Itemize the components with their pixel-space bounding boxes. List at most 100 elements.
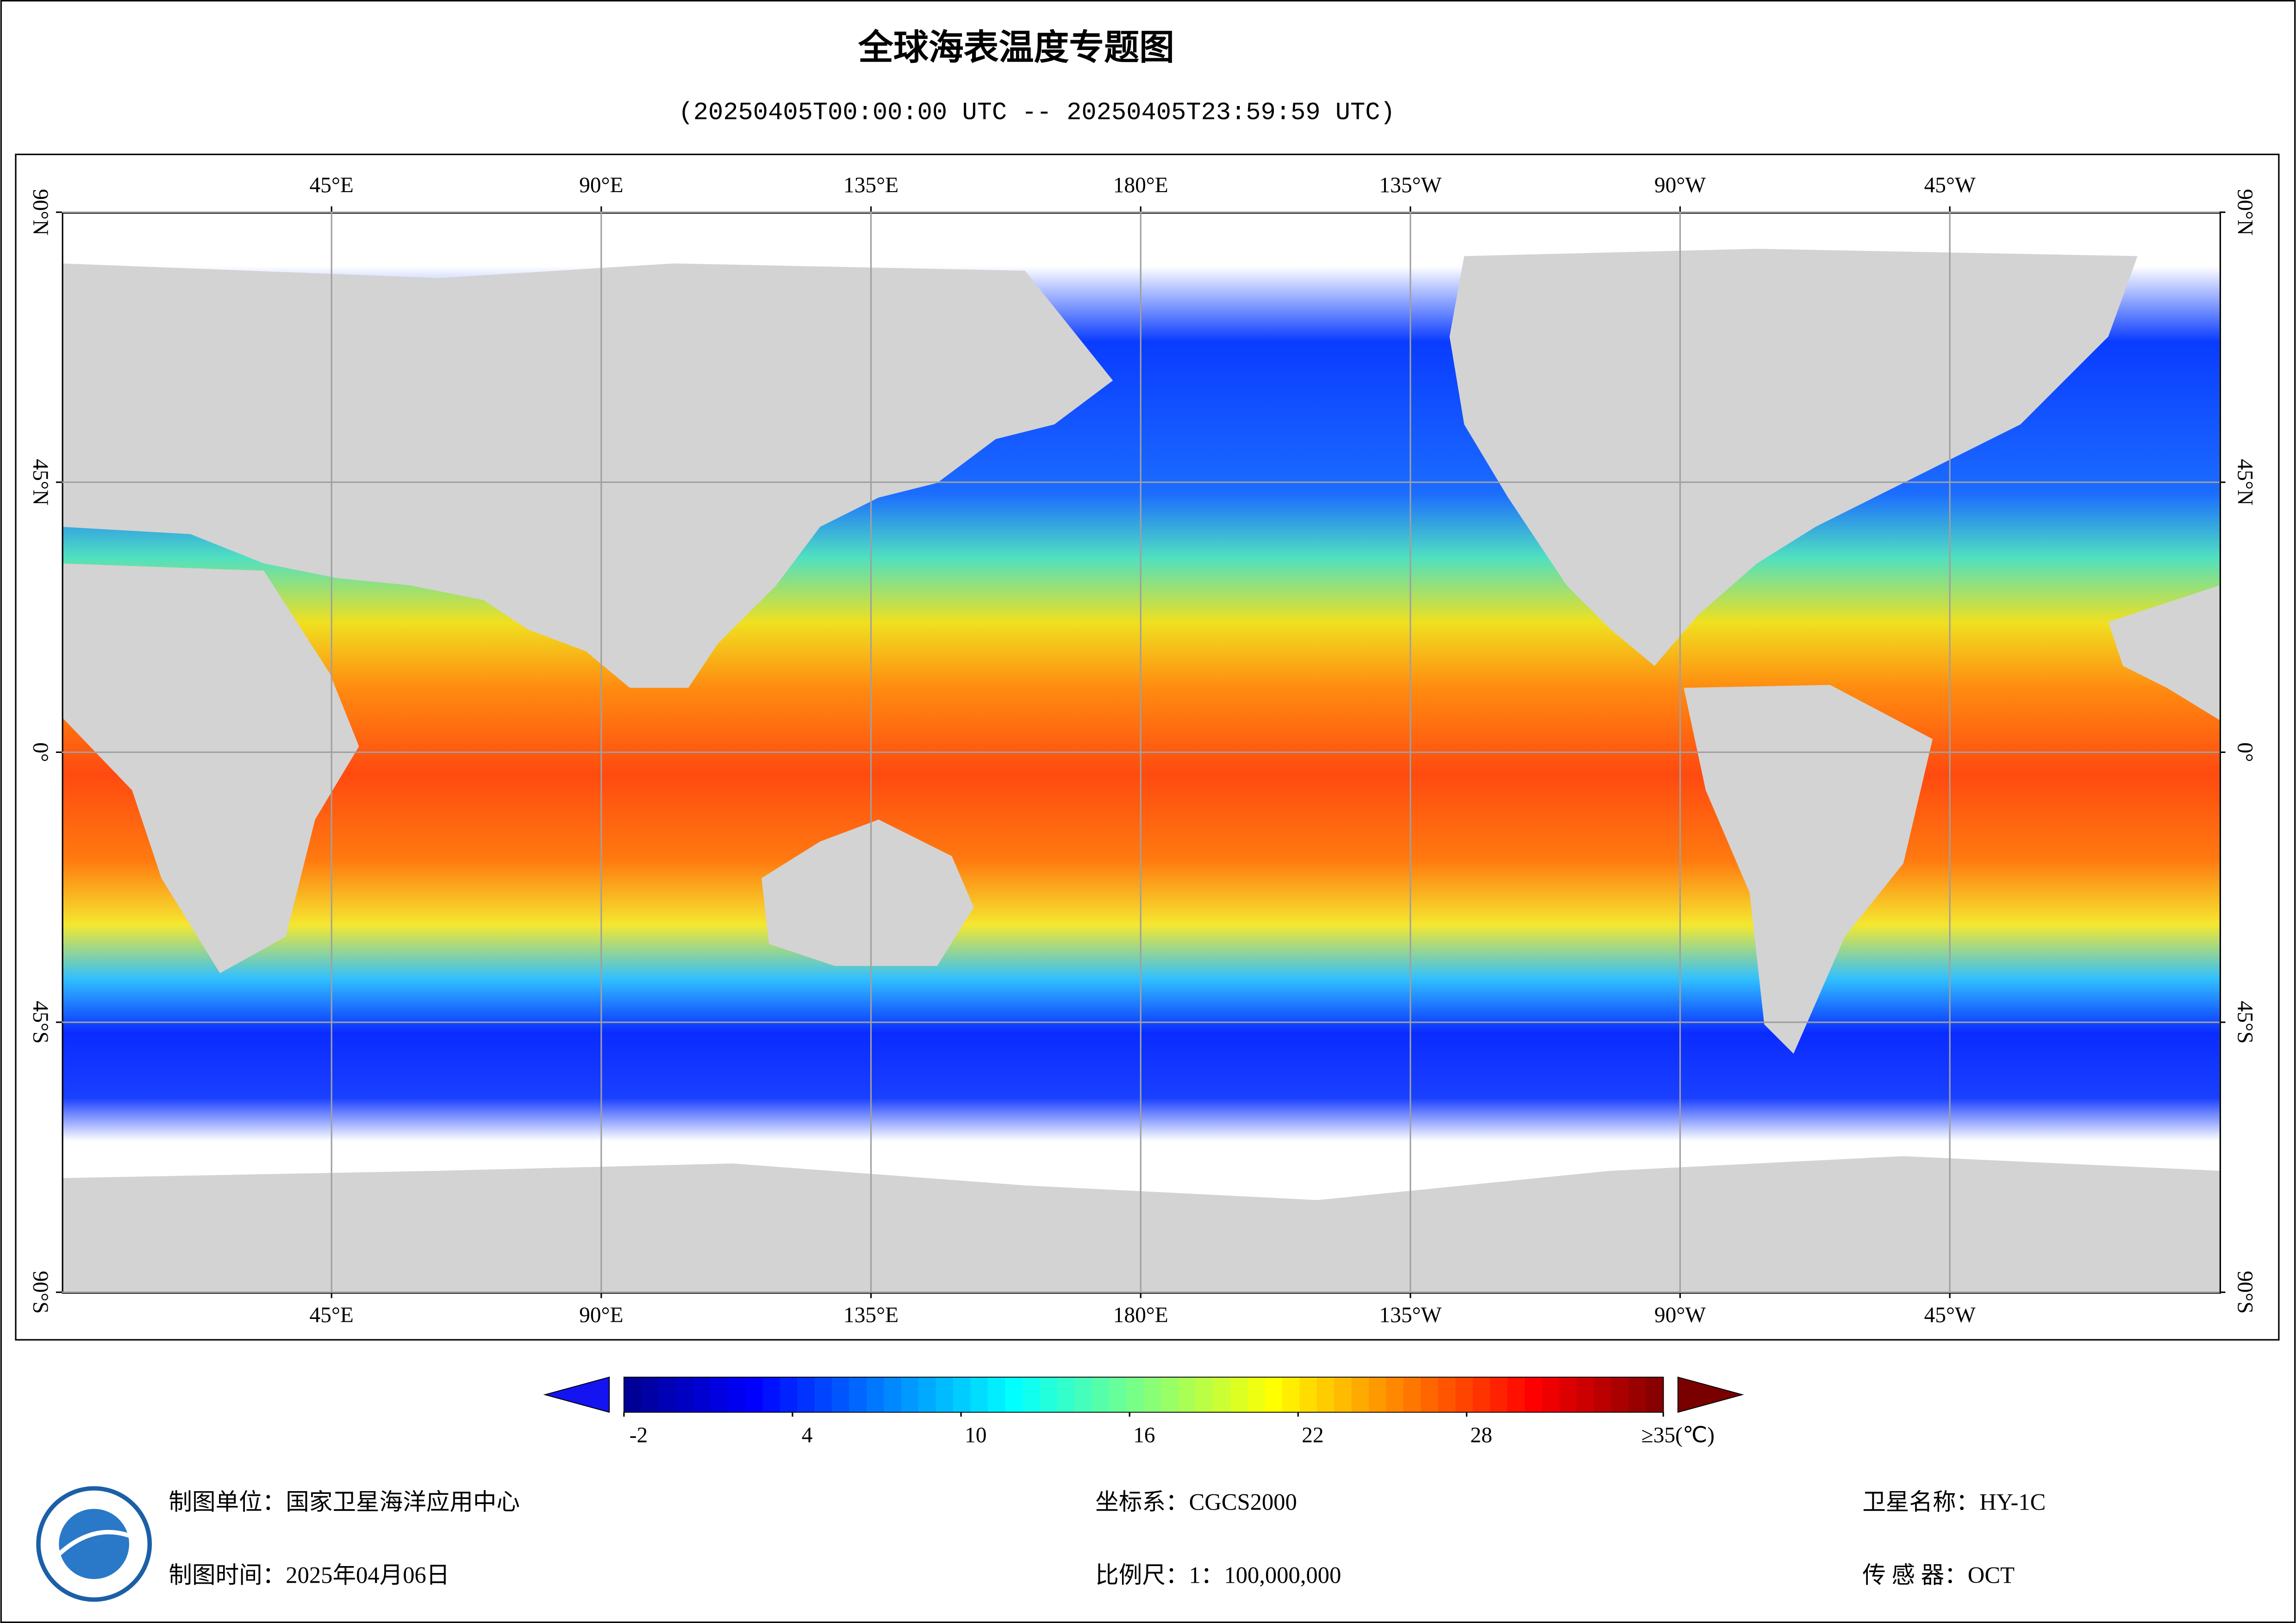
- sensor: 传 感 器：OCT: [1862, 1562, 2015, 1588]
- colorbar-block: [658, 1377, 677, 1412]
- y-tick-label: 90°N: [2233, 189, 2257, 236]
- scale: 比例尺：1：100,000,000: [1095, 1562, 1341, 1588]
- x-tick-label: 135°E: [843, 174, 898, 198]
- colorbar-tick-label: ≥35(℃): [1641, 1423, 1715, 1447]
- x-tick-label: 135°E: [843, 1303, 898, 1327]
- colorbar-block: [1248, 1377, 1266, 1412]
- colorbar-block: [1143, 1377, 1162, 1412]
- colorbar-block: [1386, 1377, 1404, 1412]
- colorbar-block: [1178, 1377, 1197, 1412]
- crs: 坐标系：CGCS2000: [1095, 1489, 1297, 1515]
- colorbar-block: [1299, 1377, 1317, 1412]
- colorbar-over: [1677, 1376, 1744, 1413]
- colorbar-block: [901, 1377, 919, 1412]
- colorbar-block: [831, 1377, 850, 1412]
- colorbar-block: [1334, 1377, 1352, 1412]
- colorbar-block: [1421, 1377, 1439, 1412]
- y-tick-label: 0°: [2233, 742, 2257, 762]
- y-tick-label: 45°S: [28, 1001, 52, 1044]
- x-tick-label: 45°E: [310, 1303, 354, 1327]
- colorbar-block: [762, 1377, 780, 1412]
- colorbar-block: [1403, 1377, 1422, 1412]
- colorbar-block: [1368, 1377, 1387, 1412]
- colorbar-block: [1490, 1377, 1508, 1412]
- y-tick-label: 90°N: [28, 189, 52, 236]
- eurasia: [62, 263, 1113, 688]
- x-tick-label: 135°W: [1379, 1303, 1441, 1327]
- y-tick-label: 0°: [28, 742, 52, 762]
- colorbar-block: [728, 1377, 746, 1412]
- colorbar-tick-label: -2: [630, 1423, 648, 1447]
- title: 全球海表温度专题图: [858, 27, 1174, 68]
- colorbar-block: [1594, 1377, 1612, 1412]
- x-tick-label: 90°W: [1654, 174, 1706, 198]
- colorbar-block: [1265, 1377, 1283, 1412]
- y-tick-label: 90°S: [2233, 1271, 2257, 1314]
- x-tick-label: 90°W: [1654, 1303, 1706, 1327]
- producer: 制图单位：国家卫星海洋应用中心: [168, 1489, 520, 1515]
- colorbar-block: [1455, 1377, 1473, 1412]
- colorbar-block: [1577, 1377, 1595, 1412]
- colorbar-tick-label: 22: [1302, 1423, 1323, 1447]
- colorbar-under: [543, 1376, 610, 1413]
- colorbar-block: [1109, 1377, 1127, 1412]
- y-tick-label: 45°S: [2233, 1001, 2257, 1044]
- satellite: 卫星名称：HY-1C: [1862, 1489, 2046, 1515]
- x-tick-label: 180°E: [1113, 1303, 1168, 1327]
- y-tick-label: 45°N: [2233, 459, 2257, 506]
- subtitle: (20250405T00:00:00 UTC -- 20250405T23:59…: [679, 99, 1395, 127]
- colorbar-tick-label: 28: [1470, 1423, 1492, 1447]
- colorbar-block: [918, 1377, 936, 1412]
- colorbar-tick-label: 4: [802, 1423, 813, 1447]
- colorbar-block: [676, 1377, 694, 1412]
- colorbar-block: [814, 1377, 833, 1412]
- colorbar-block: [1057, 1377, 1075, 1412]
- colorbar-block: [1542, 1377, 1560, 1412]
- colorbar-block: [745, 1377, 763, 1412]
- colorbar-block: [1092, 1377, 1110, 1412]
- logo: [36, 1486, 152, 1602]
- colorbar-block: [1507, 1377, 1526, 1412]
- x-tick-label: 180°E: [1113, 174, 1168, 198]
- x-tick-label: 45°E: [310, 174, 354, 198]
- africa: [62, 563, 359, 973]
- colorbar-block: [1316, 1377, 1335, 1412]
- colorbar-block: [1282, 1377, 1300, 1412]
- colorbar-block: [710, 1377, 729, 1412]
- map-date: 制图时间：2025年04月06日: [168, 1562, 449, 1588]
- colorbar-block: [1351, 1377, 1370, 1412]
- colorbar-block: [1005, 1377, 1023, 1412]
- south-america: [1684, 684, 1933, 1054]
- colorbar-frame: [623, 1376, 1664, 1413]
- colorbar-block: [1472, 1377, 1491, 1412]
- colorbar-block: [797, 1377, 815, 1412]
- colorbar-block: [1022, 1377, 1041, 1412]
- colorbar-tick-label: 16: [1133, 1423, 1155, 1447]
- colorbar-block: [1628, 1377, 1647, 1412]
- y-tick-label: 90°S: [28, 1271, 52, 1314]
- colorbar-block: [987, 1377, 1006, 1412]
- colorbar-block: [1195, 1377, 1214, 1412]
- x-tick-label: 135°W: [1379, 174, 1441, 198]
- logo-globe: [59, 1509, 130, 1579]
- logo-swoosh: [57, 1530, 133, 1556]
- colorbar-block: [936, 1377, 954, 1412]
- colorbar-block: [1039, 1377, 1058, 1412]
- colorbar-block: [641, 1377, 659, 1412]
- map-frame: [15, 154, 2280, 1341]
- colorbar-block: [1524, 1377, 1543, 1412]
- west-africa: [2108, 585, 2220, 720]
- colorbar-block: [953, 1377, 971, 1412]
- north-america: [1449, 249, 2138, 666]
- colorbar-block: [1559, 1377, 1578, 1412]
- colorbar-block: [1126, 1377, 1144, 1412]
- x-tick-label: 45°W: [1924, 174, 1976, 198]
- colorbar-block: [1646, 1377, 1664, 1412]
- colorbar-block: [693, 1377, 711, 1412]
- colorbar-block: [1074, 1377, 1092, 1412]
- colorbar-block: [849, 1377, 867, 1412]
- colorbar-tick-label: 10: [965, 1423, 986, 1447]
- x-tick-label: 45°W: [1924, 1303, 1976, 1327]
